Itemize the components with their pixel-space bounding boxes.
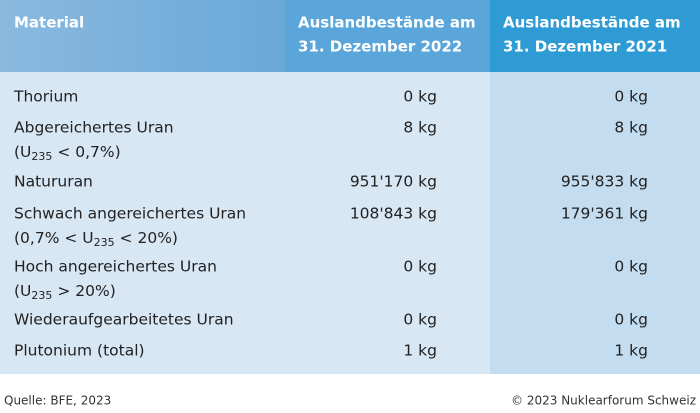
value: 8 kg [403,119,437,137]
material: Schwach angereichertes Uran [14,205,246,223]
value: 8 kg [614,119,648,137]
header-text: Material [14,14,84,32]
header-cell [490,0,700,72]
copyright: © 2023 Nuklearforum Schweiz [511,394,696,408]
material: Natururan [14,173,93,191]
subscript: 235 [31,150,52,163]
value: 0 kg [403,88,437,106]
body [490,72,700,374]
subscript: 235 [94,236,115,249]
body [0,72,490,374]
header-text: 31. Dezember 2022 [298,38,462,56]
value: 0 kg [403,311,437,329]
header-cell [0,0,285,72]
text-part: < 20%) [115,229,178,247]
material: Thorium [13,88,78,106]
text-part: < 0,7%) [52,143,120,161]
value: 0 kg [614,88,648,106]
value: 1 kg [614,342,648,360]
text-part: (0,7% < U [14,229,94,247]
material: Abgereichertes Uran [14,119,174,137]
text-part: > 20%) [52,282,115,300]
header-cell [285,0,490,72]
material-detail: (U235 < 0,7%) [14,143,121,164]
value: 179'361 kg [561,205,648,223]
value: 955'833 kg [561,173,648,191]
value: 0 kg [614,258,648,276]
value: 1 kg [403,342,437,360]
value: 0 kg [403,258,437,276]
value: 951'170 kg [350,173,437,191]
header-text: 31. Dezember 2021 [503,38,667,56]
text-part: (U [14,282,31,300]
material: Plutonium (total) [14,342,145,360]
header-text: Auslandbestände am [298,14,476,32]
material: Wiederaufgearbeitetes Uran [14,311,234,329]
material-detail: (0,7% < U235 < 20%) [14,229,178,250]
header-text: Auslandbestände am [503,14,681,32]
material-detail: (U235 > 20%) [14,282,116,303]
value: 0 kg [614,311,648,329]
subscript: 235 [31,289,52,302]
source: Quelle: BFE, 2023 [4,394,111,408]
material: Hoch angereichertes Uran [14,258,217,276]
value: 108'843 kg [350,205,437,223]
text-part: (U [14,143,31,161]
